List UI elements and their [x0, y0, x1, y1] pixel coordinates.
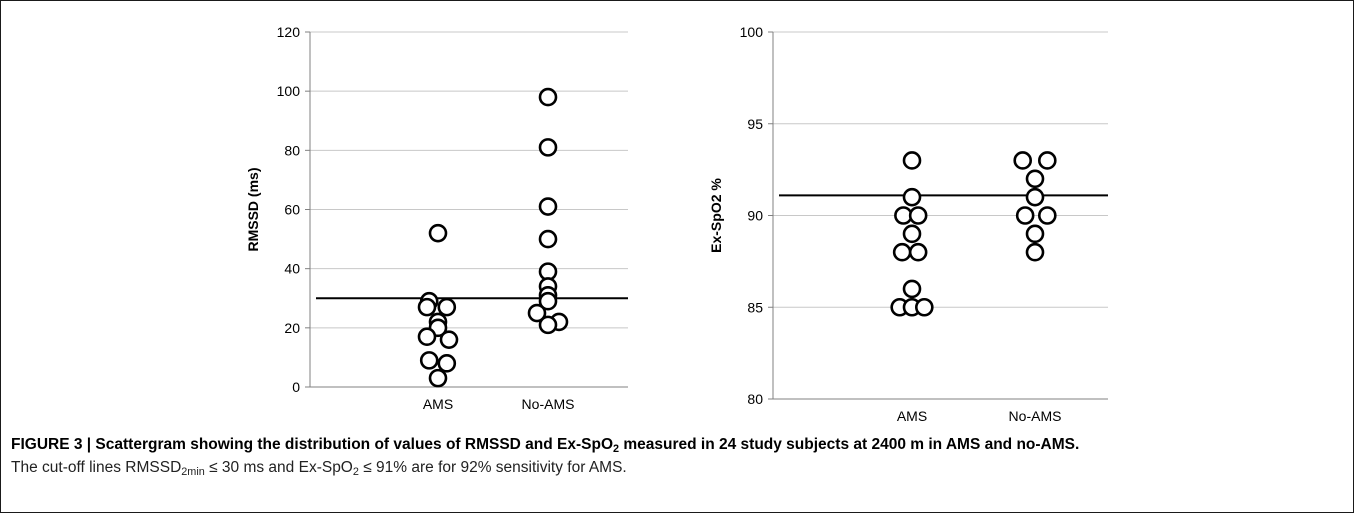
caption-note-subscript-2: 2 — [352, 466, 359, 478]
rmssd-x-tick-label: AMS — [423, 396, 453, 412]
caption-title-part-1: FIGURE 3 | Scattergram showing the distr… — [11, 436, 614, 453]
rmssd-y-tick-label: 60 — [284, 202, 300, 218]
rmssd-data-point — [419, 351, 439, 370]
spo2-data-point — [902, 151, 922, 170]
caption-note-part-2: ≤ 30 ms and Ex-SpO — [204, 459, 353, 476]
spo2-data-point — [892, 242, 912, 262]
spo2-y-tick-label: 100 — [740, 24, 764, 40]
rmssd-x-tick-label: No-AMS — [522, 396, 575, 412]
caption-note-subscript-1: 2min — [181, 466, 205, 478]
spo2-data-point — [908, 242, 928, 262]
rmssd-data-point — [428, 223, 448, 243]
rmssd-data-point — [538, 315, 558, 335]
rmssd-data-point — [437, 297, 457, 317]
caption-note-part-3: ≤ 91% are for 92% sensitivity for AMS. — [358, 459, 627, 476]
spo2-x-tick-label: No-AMS — [1009, 408, 1062, 424]
rmssd-data-point — [538, 87, 558, 107]
spo2-y-tick-label: 90 — [747, 208, 763, 224]
figure-caption: FIGURE 3 | Scattergram showing the distr… — [11, 433, 1341, 479]
rmssd-data-point — [538, 229, 558, 249]
rmssd-y-tick-label: 20 — [284, 320, 300, 336]
figure-charts: 0 20 40 60 80 100 120 AMS No-AMS RMSSD (ms) 80 85 9… — [245, 24, 1108, 424]
spo2-data-point — [1038, 206, 1057, 225]
rmssd-data-point — [538, 138, 558, 157]
rmssd-data-point — [538, 197, 558, 216]
spo2-data-point — [908, 206, 928, 225]
caption-title-part-2: measured in 24 study subjects at 2400 m … — [619, 436, 1080, 453]
spo2-data-point — [1025, 242, 1045, 262]
rmssd-data-point — [538, 291, 558, 311]
spo2-data-point — [1015, 206, 1035, 225]
spo2-y-tick-label: 80 — [747, 391, 763, 407]
spo2-data-point — [1038, 151, 1057, 170]
spo2-y-tick-label: 85 — [747, 299, 763, 315]
caption-title: FIGURE 3 | Scattergram showing the distr… — [11, 433, 1341, 456]
spo2-y-axis-title: Ex-SpO2 % — [708, 178, 724, 253]
spo2-data-point — [902, 224, 922, 244]
rmssd-y-tick-label: 120 — [277, 24, 301, 40]
spo2-x-tick-label: AMS — [897, 408, 927, 424]
spo2-data-point — [902, 187, 922, 207]
rmssd-y-tick-label: 100 — [277, 83, 301, 99]
spo2-data-point — [1025, 224, 1045, 244]
spo2-data-point — [1013, 151, 1033, 170]
rmssd-y-tick-label: 80 — [284, 142, 300, 158]
rmssd-y-tick-label: 0 — [292, 379, 300, 395]
rmssd-data-point — [437, 354, 457, 373]
rmssd-y-tick-label: 40 — [284, 261, 300, 277]
spo2-data-point — [902, 279, 922, 299]
spo2-data-point — [914, 297, 934, 317]
ex-spo2-chart: 80 85 90 95 100 AMS No-AMS Ex-SpO2 % — [708, 24, 1108, 424]
caption-note-part-1: The cut-off lines RMSSD — [11, 459, 182, 476]
rmssd-data-point — [417, 327, 437, 347]
rmssd-data-point — [527, 303, 547, 323]
spo2-data-point — [1025, 169, 1045, 189]
rmssd-data-point — [428, 368, 448, 388]
caption-title-subscript: 2 — [613, 443, 620, 455]
rmssd-data-point — [417, 297, 437, 317]
rmssd-y-axis-title: RMSSD (ms) — [245, 167, 261, 251]
spo2-y-tick-label: 95 — [747, 116, 763, 132]
caption-note: The cut-off lines RMSSD2min ≤ 30 ms and … — [11, 456, 1341, 479]
rmssd-data-point — [439, 330, 459, 349]
spo2-data-point — [1025, 187, 1045, 207]
rmssd-chart: 0 20 40 60 80 100 120 AMS No-AMS RMSSD (ms) — [245, 24, 628, 412]
